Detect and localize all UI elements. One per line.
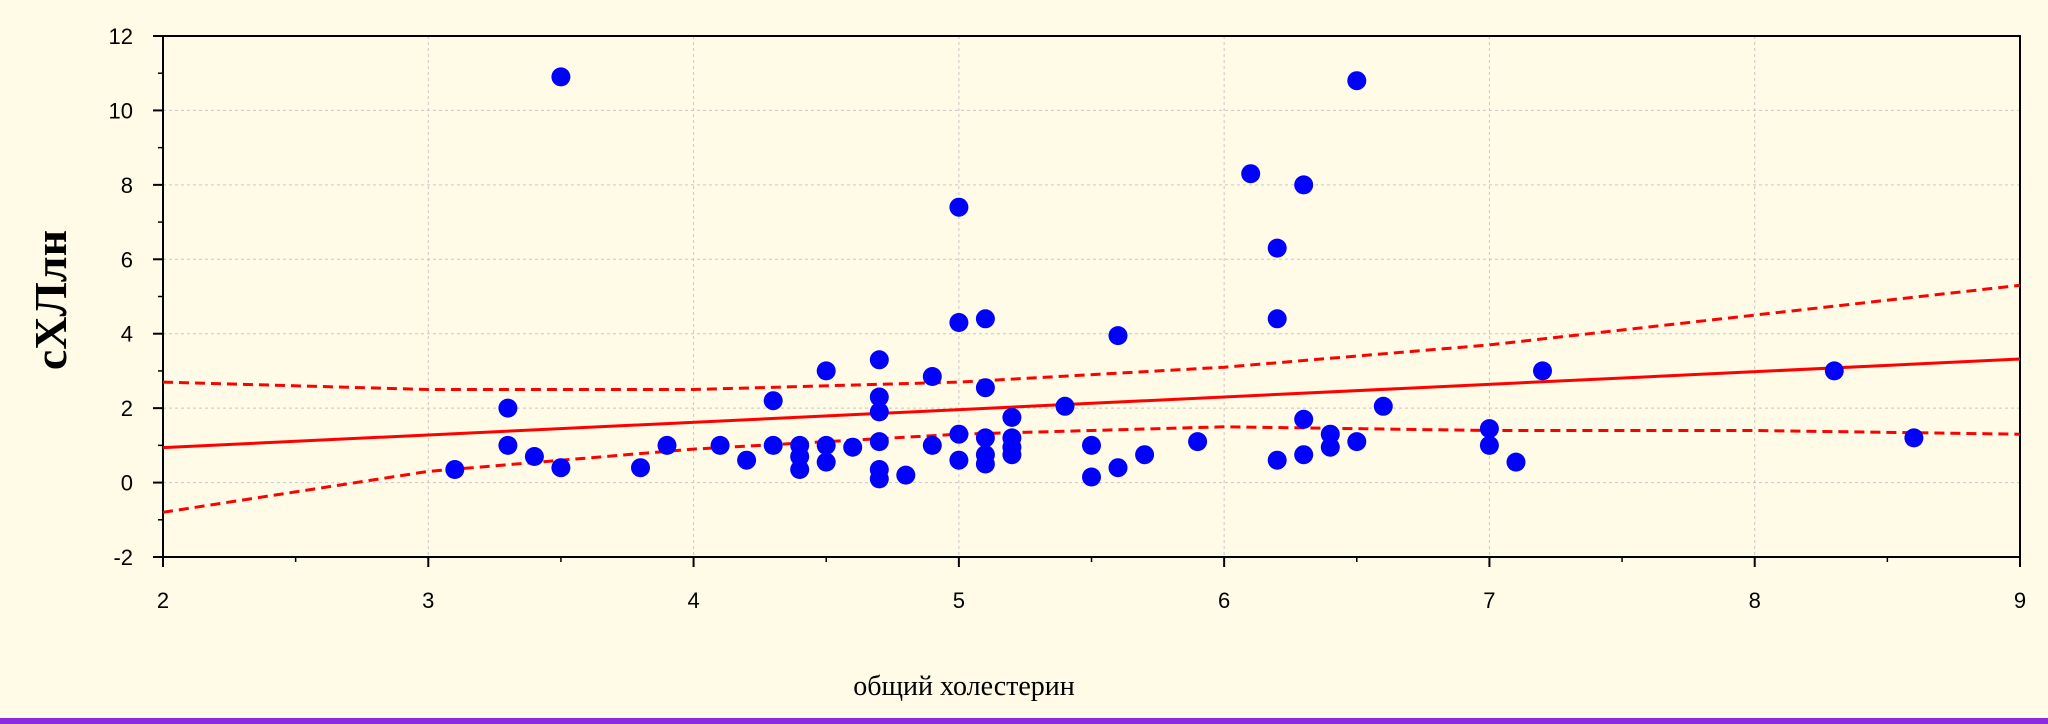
data-point: [922, 435, 942, 455]
data-point: [551, 67, 571, 87]
data-point: [869, 350, 889, 370]
x-tick-label: 4: [687, 588, 699, 613]
data-point: [1320, 437, 1340, 457]
data-point: [1108, 326, 1128, 346]
data-point: [843, 437, 863, 457]
y-tick-label: 0: [121, 471, 133, 496]
data-point: [1082, 435, 1101, 455]
data-point: [869, 432, 889, 452]
data-point: [1320, 424, 1340, 444]
lower-confidence-line: [162, 425, 2021, 514]
y-tick-label: -2: [113, 545, 133, 570]
x-tick-label: 5: [953, 588, 965, 613]
data-point: [949, 424, 969, 444]
x-tick-label: 7: [1483, 588, 1495, 613]
data-point: [524, 447, 544, 466]
data-point: [869, 402, 889, 422]
x-tick-label: 6: [1218, 588, 1230, 613]
data-point: [1267, 450, 1287, 470]
y-tick-label: 6: [121, 247, 133, 272]
data-point: [1002, 445, 1022, 465]
bottom-border: [0, 718, 2048, 724]
data-point: [1294, 175, 1314, 195]
data-point: [763, 435, 783, 455]
data-point: [790, 447, 810, 466]
data-point: [1904, 428, 1924, 448]
data-point: [657, 435, 677, 455]
data-point: [975, 454, 995, 474]
data-point: [763, 391, 783, 411]
data-point: [1082, 467, 1101, 487]
data-point: [445, 460, 465, 479]
data-point: [1002, 407, 1022, 427]
y-tick-label: 4: [121, 322, 133, 347]
y-axis-label: сХЛлн: [25, 230, 76, 370]
data-point: [816, 435, 836, 455]
data-point: [949, 313, 969, 332]
data-point: [922, 367, 942, 386]
data-point: [869, 387, 889, 407]
axis-ticks: 2 3 4 5 6 7 8 9 -2 0 2 4 6 8 10 12: [109, 24, 2027, 613]
upper-confidence-line: [162, 283, 2021, 391]
regression-line-group: [162, 357, 2021, 450]
y-tick-label: 2: [121, 396, 133, 421]
data-point: [1347, 432, 1367, 452]
y-tick-label: 8: [121, 173, 133, 198]
data-point: [1108, 458, 1128, 478]
data-point: [1824, 361, 1844, 381]
data-points: [445, 67, 1924, 489]
data-point: [498, 398, 518, 418]
data-point: [1373, 396, 1393, 416]
data-point: [737, 450, 757, 470]
data-point: [1135, 445, 1155, 465]
x-tick-label: 3: [422, 588, 434, 613]
data-point: [975, 378, 995, 398]
data-point: [949, 197, 969, 217]
data-point: [1241, 164, 1261, 184]
grid: [163, 36, 2020, 557]
x-tick-label: 8: [1749, 588, 1761, 613]
x-axis-label: общий холестерин: [853, 671, 1075, 702]
data-point: [975, 309, 995, 329]
data-point: [975, 428, 995, 448]
data-point: [1347, 71, 1367, 91]
data-point: [816, 361, 836, 381]
data-point: [1055, 396, 1075, 416]
x-tick-label: 9: [2014, 588, 2026, 613]
data-point: [896, 465, 916, 485]
data-point: [949, 450, 969, 470]
data-point: [1506, 452, 1526, 472]
data-point: [1533, 361, 1552, 381]
data-point: [1267, 309, 1287, 329]
y-tick-label: 12: [109, 24, 133, 49]
data-point: [869, 469, 889, 489]
x-tick-label: 2: [157, 588, 169, 613]
data-point: [551, 458, 571, 478]
data-point: [498, 435, 518, 455]
data-point: [816, 452, 836, 472]
data-point: [1479, 435, 1499, 455]
regression-line: [162, 357, 2021, 450]
data-point: [1267, 238, 1287, 258]
data-point: [790, 460, 810, 479]
data-point: [710, 435, 730, 455]
y-tick-label: 10: [109, 98, 133, 123]
data-point: [631, 458, 650, 478]
data-point: [1188, 432, 1208, 452]
data-point: [1294, 445, 1314, 465]
confidence-band: [162, 283, 2021, 514]
data-point: [1479, 419, 1499, 439]
data-point: [1294, 409, 1314, 429]
